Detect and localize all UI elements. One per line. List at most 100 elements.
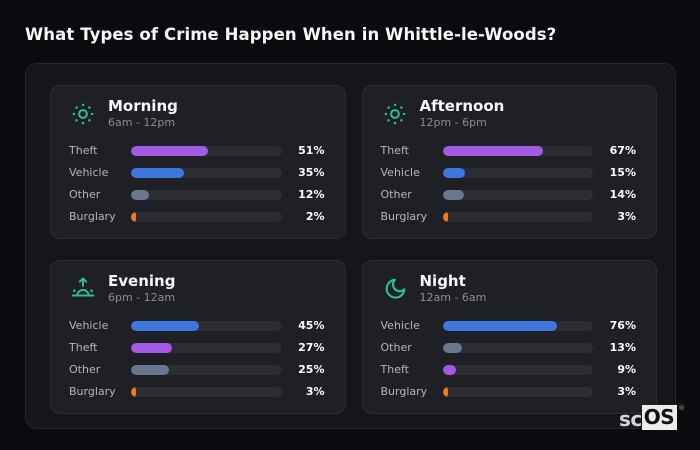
crime-time-panel: Morning 6am - 12pm Theft 51% Vehicle 35% Oth… <box>25 63 676 429</box>
bar-track <box>131 145 282 156</box>
crime-percent-value: 45% <box>298 319 325 333</box>
crime-stat-row: Burglary 2% <box>69 210 325 223</box>
crime-category-label: Vehicle <box>69 166 109 180</box>
bar-fill <box>131 167 184 178</box>
time-period-card-night: Night 12am - 6am Vehicle 76% Other 13% Theft… <box>361 260 657 414</box>
bar-track <box>442 386 593 397</box>
bar-fill <box>442 364 457 375</box>
crime-category-label: Theft <box>380 144 409 158</box>
card-time-range: 6pm - 12am <box>108 291 176 305</box>
card-time-range: 12pm - 6pm <box>419 116 487 130</box>
crime-category-label: Vehicle <box>69 319 109 333</box>
crime-stat-row: Vehicle 76% <box>381 319 637 332</box>
crime-stat-row: Vehicle 15% <box>381 166 637 179</box>
bar-track <box>131 320 282 331</box>
crime-percent-value: 14% <box>609 188 636 202</box>
bar-list: Theft 67% Vehicle 15% Other 14% Burglary 3% <box>381 144 637 223</box>
scos-logo-prefix: sc <box>619 407 642 431</box>
bar-track <box>131 211 282 222</box>
bar-track <box>442 167 593 178</box>
crime-percent-value: 3% <box>305 385 325 399</box>
crime-category-label: Other <box>380 341 412 355</box>
bar-fill <box>442 189 464 200</box>
crime-stat-row: Vehicle 35% <box>69 166 325 179</box>
bar-fill <box>131 145 208 156</box>
bar-list: Vehicle 76% Other 13% Theft 9% Burglary 3% <box>381 319 637 398</box>
crime-percent-value: 12% <box>298 188 325 202</box>
card-title: Evening <box>108 272 176 290</box>
crime-percent-value: 27% <box>298 341 325 355</box>
bar-fill <box>442 145 544 156</box>
bar-fill <box>131 364 169 375</box>
crime-category-label: Burglary <box>380 210 428 224</box>
crime-stat-row: Theft 51% <box>69 144 325 157</box>
bar-fill <box>442 386 448 397</box>
crime-stat-row: Theft 9% <box>381 363 637 376</box>
bar-track <box>131 342 282 353</box>
bar-track <box>442 320 593 331</box>
bar-track <box>442 189 593 200</box>
crime-percent-value: 2% <box>305 210 325 224</box>
crime-category-label: Other <box>380 188 412 202</box>
bar-fill <box>442 167 466 178</box>
bar-fill <box>131 211 136 222</box>
crime-stat-row: Other 14% <box>381 188 637 201</box>
crime-category-label: Theft <box>380 363 409 377</box>
card-header: Night 12am - 6am <box>381 272 637 304</box>
crime-stat-row: Vehicle 45% <box>69 319 325 332</box>
card-title: Morning <box>108 97 178 115</box>
crime-percent-value: 25% <box>298 363 325 377</box>
bar-track <box>442 145 593 156</box>
moon-icon <box>381 275 409 303</box>
crime-percent-value: 9% <box>617 363 636 377</box>
crime-percent-value: 76% <box>609 319 636 333</box>
crime-stat-row: Burglary 3% <box>381 385 637 398</box>
crime-category-label: Burglary <box>69 385 116 399</box>
crime-category-label: Other <box>69 188 101 202</box>
crime-category-label: Theft <box>69 341 98 355</box>
bar-track <box>131 386 282 397</box>
bar-fill <box>131 320 199 331</box>
card-time-range: 6am - 12pm <box>108 116 176 130</box>
card-title: Night <box>419 272 466 290</box>
bar-fill <box>131 386 136 397</box>
sunrise-icon <box>69 275 97 303</box>
crime-percent-value: 13% <box>609 341 636 355</box>
crime-category-label: Vehicle <box>380 166 420 180</box>
bar-track <box>131 189 282 200</box>
time-period-card-evening: Evening 6pm - 12am Vehicle 45% Theft 27% Oth… <box>50 260 346 414</box>
crime-stat-row: Other 12% <box>69 188 325 201</box>
crime-percent-value: 35% <box>298 166 325 180</box>
crime-percent-value: 3% <box>617 385 636 399</box>
bar-fill <box>442 320 557 331</box>
crime-category-label: Burglary <box>380 385 428 399</box>
bar-track <box>131 364 282 375</box>
bar-track <box>442 364 593 375</box>
bar-fill <box>131 189 150 200</box>
scos-logo-suffix: OS <box>641 405 678 430</box>
crime-stat-row: Theft 67% <box>381 144 637 157</box>
crime-percent-value: 67% <box>609 144 636 158</box>
bar-track <box>442 211 593 222</box>
sun-icon <box>381 100 409 128</box>
crime-category-label: Other <box>69 363 101 377</box>
crime-stat-row: Theft 27% <box>69 341 325 354</box>
bar-track <box>442 342 593 353</box>
bar-track <box>131 167 282 178</box>
card-title: Afternoon <box>419 97 505 115</box>
crime-category-label: Burglary <box>69 210 116 224</box>
crime-percent-value: 15% <box>609 166 636 180</box>
crime-stat-row: Burglary 3% <box>381 210 637 223</box>
scos-logo: sc OS ® <box>619 405 685 430</box>
crime-stat-row: Other 13% <box>381 341 637 354</box>
card-header: Evening 6pm - 12am <box>69 272 325 305</box>
registered-trademark-icon: ® <box>678 404 686 412</box>
sun-icon <box>69 100 97 128</box>
crime-category-label: Theft <box>69 144 98 158</box>
crime-category-label: Vehicle <box>380 319 420 333</box>
bar-fill <box>131 342 172 353</box>
card-header: Morning 6am - 12pm <box>69 97 325 130</box>
crime-stat-row: Burglary 3% <box>69 385 325 398</box>
bar-fill <box>442 211 448 222</box>
crime-percent-value: 51% <box>298 144 325 158</box>
